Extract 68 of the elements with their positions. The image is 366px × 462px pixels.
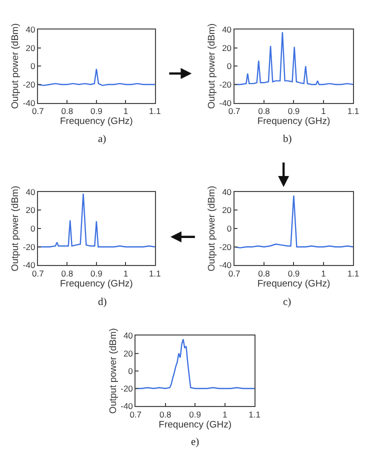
y-tick-label: 0 bbox=[128, 366, 134, 376]
x-tick-label: 0.9 bbox=[90, 106, 103, 116]
x-tick-label: 1.1 bbox=[347, 268, 360, 278]
y-tick-label: -20 bbox=[219, 79, 232, 90]
x-tick-label: 0.8 bbox=[61, 106, 74, 116]
x-tick-label: 0.9 bbox=[90, 268, 103, 278]
x-axis-title: Frequency (GHz) bbox=[60, 278, 133, 290]
text: a) bbox=[98, 134, 107, 145]
y-axis-title: Output power (dBm) bbox=[206, 186, 218, 272]
x-tick-label: 0.8 bbox=[258, 268, 270, 278]
y-tick-label: 40 bbox=[26, 186, 36, 197]
line-series bbox=[234, 194, 354, 248]
x-tick-label: 1 bbox=[222, 409, 228, 420]
y-tick-label: 0 bbox=[226, 61, 232, 72]
y-tick-label: 40 bbox=[222, 24, 232, 34]
x-tick-label: 1 bbox=[321, 268, 326, 278]
x-tick-label: 1.1 bbox=[347, 106, 360, 116]
text: e) bbox=[191, 437, 200, 448]
x-tick-label: 1 bbox=[321, 106, 326, 116]
x-tick-label: 0.8 bbox=[61, 268, 74, 278]
y-tick-label: -20 bbox=[22, 79, 36, 90]
text: d) bbox=[98, 297, 108, 308]
x-tick-label: 1.1 bbox=[248, 409, 261, 420]
x-tick-label: 1.1 bbox=[149, 106, 162, 116]
x-tick-label: 0.7 bbox=[228, 106, 240, 116]
y-tick-label: 0 bbox=[30, 61, 36, 72]
y-tick-label: 20 bbox=[26, 205, 36, 216]
y-tick-label: -20 bbox=[22, 242, 36, 252]
x-axis-title: Frequency (GHz) bbox=[257, 116, 330, 128]
y-tick-label: -40 bbox=[22, 98, 36, 108]
y-tick-label: -40 bbox=[219, 98, 232, 108]
y-tick-label: 40 bbox=[123, 330, 134, 341]
x-axis-title: Frequency (GHz) bbox=[257, 278, 330, 290]
line-series bbox=[38, 68, 155, 86]
y-tick-label: 20 bbox=[123, 348, 134, 358]
y-tick-label: 20 bbox=[222, 42, 232, 53]
x-tick-label: 0.9 bbox=[288, 268, 300, 278]
x-tick-label: 0.7 bbox=[32, 106, 44, 116]
x-tick-label: 0.9 bbox=[189, 409, 202, 420]
y-tick-label: 40 bbox=[222, 186, 232, 197]
y-tick-label: -20 bbox=[219, 242, 232, 252]
y-tick-label: -20 bbox=[120, 383, 134, 394]
x-tick-label: 1 bbox=[123, 106, 128, 116]
x-tick-label: 0.7 bbox=[228, 268, 240, 278]
x-axis-title: Frequency (GHz) bbox=[158, 419, 232, 430]
x-tick-label: 0.9 bbox=[288, 106, 300, 116]
text: c) bbox=[283, 297, 292, 308]
x-tick-label: 0.8 bbox=[258, 106, 270, 116]
y-tick-label: 0 bbox=[30, 224, 36, 234]
y-tick-label: -40 bbox=[219, 260, 232, 270]
y-tick-label: 0 bbox=[226, 224, 232, 234]
y-tick-label: 40 bbox=[26, 24, 36, 34]
y-axis-title: Output power (dBm) bbox=[10, 186, 22, 272]
y-tick-label: -40 bbox=[120, 401, 134, 412]
x-tick-label: 0.7 bbox=[130, 409, 142, 420]
y-tick-label: -40 bbox=[22, 260, 36, 270]
text: b) bbox=[283, 134, 292, 145]
y-axis-title: Output power (dBm) bbox=[108, 328, 119, 414]
x-tick-label: 0.8 bbox=[159, 409, 172, 420]
y-tick-label: 20 bbox=[26, 42, 36, 53]
line-series bbox=[136, 338, 255, 390]
x-axis-title: Frequency (GHz) bbox=[60, 116, 133, 128]
y-axis-title: Output power (dBm) bbox=[10, 23, 22, 109]
x-tick-label: 1 bbox=[123, 268, 128, 278]
x-tick-label: 1.1 bbox=[149, 268, 162, 278]
x-tick-label: 0.7 bbox=[32, 268, 44, 278]
y-axis-title: Output power (dBm) bbox=[206, 23, 218, 109]
y-tick-label: 20 bbox=[222, 205, 232, 216]
